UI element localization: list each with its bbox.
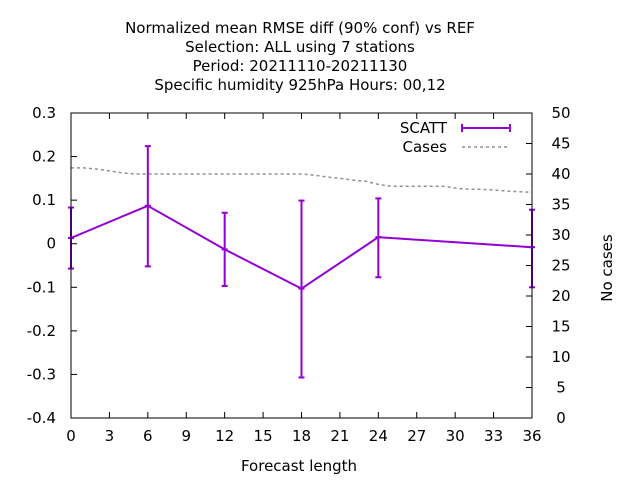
x-tick-label: 30	[446, 427, 465, 445]
y2-tick-label: 20	[551, 287, 570, 305]
y-tick-label: -0.3	[27, 365, 56, 383]
x-tick-label: 12	[215, 427, 234, 445]
y-tick-label: -0.4	[27, 409, 56, 427]
y2-axis: 0 5 10 15 20 25 30 35 40 45 50	[526, 104, 571, 427]
scatt-line	[70, 204, 533, 290]
scatt-series	[68, 145, 535, 379]
chart-title: Normalized mean RMSE diff (90% conf) vs …	[125, 19, 475, 94]
y-tick-label: -0.2	[27, 322, 56, 340]
y2-tick-label: 30	[551, 226, 570, 244]
y-tick-label: 0	[46, 235, 56, 253]
legend-label-scatt: SCATT	[400, 119, 448, 137]
x-tick-label: 33	[484, 427, 503, 445]
x-tick-label: 27	[407, 427, 426, 445]
x-tick-label: 36	[522, 427, 541, 445]
legend-label-cases: Cases	[402, 138, 447, 156]
x-tick-label: 0	[66, 427, 76, 445]
y2-tick-label: 40	[551, 165, 570, 183]
title-line-3: Period: 20211110-20211130	[193, 57, 408, 75]
x-tick-label: 6	[143, 427, 153, 445]
y2-tick-label: 50	[551, 104, 570, 122]
x-tick-label: 3	[105, 427, 115, 445]
y-tick-label: -0.1	[27, 278, 56, 296]
y2-tick-label: 0	[556, 409, 566, 427]
title-line-4: Specific humidity 925hPa Hours: 00,12	[154, 76, 445, 94]
y2-tick-label: 10	[551, 348, 570, 366]
y2-tick-label: 5	[556, 379, 566, 397]
y2-axis-label: No cases	[598, 234, 616, 302]
y2-tick-label: 45	[551, 135, 570, 153]
x-tick-label: 18	[292, 427, 311, 445]
x-tick-label: 9	[181, 427, 191, 445]
y-tick-label: 0.1	[32, 191, 56, 209]
cases-line	[71, 167, 533, 194]
cases-series	[71, 167, 533, 194]
y2-tick-label: 25	[551, 257, 570, 275]
legend: SCATT Cases	[400, 119, 511, 156]
x-axis: 0 3 6 9 12 15 18 21 24 27 30 33 36	[66, 113, 542, 445]
title-line-2: Selection: ALL using 7 stations	[185, 38, 415, 56]
x-tick-label: 24	[369, 427, 388, 445]
y-axis: -0.4 -0.3 -0.2 -0.1 0 0.1 0.2 0.3	[27, 104, 77, 427]
x-tick-label: 21	[330, 427, 349, 445]
y2-tick-label: 15	[551, 318, 570, 336]
x-tick-label: 15	[254, 427, 273, 445]
y2-tick-label: 35	[551, 196, 570, 214]
x-axis-label: Forecast length	[241, 457, 357, 475]
legend-sample-scatt	[461, 124, 511, 132]
title-line-1: Normalized mean RMSE diff (90% conf) vs …	[125, 19, 475, 37]
y-tick-label: 0.2	[32, 148, 56, 166]
y-tick-label: 0.3	[32, 104, 56, 122]
